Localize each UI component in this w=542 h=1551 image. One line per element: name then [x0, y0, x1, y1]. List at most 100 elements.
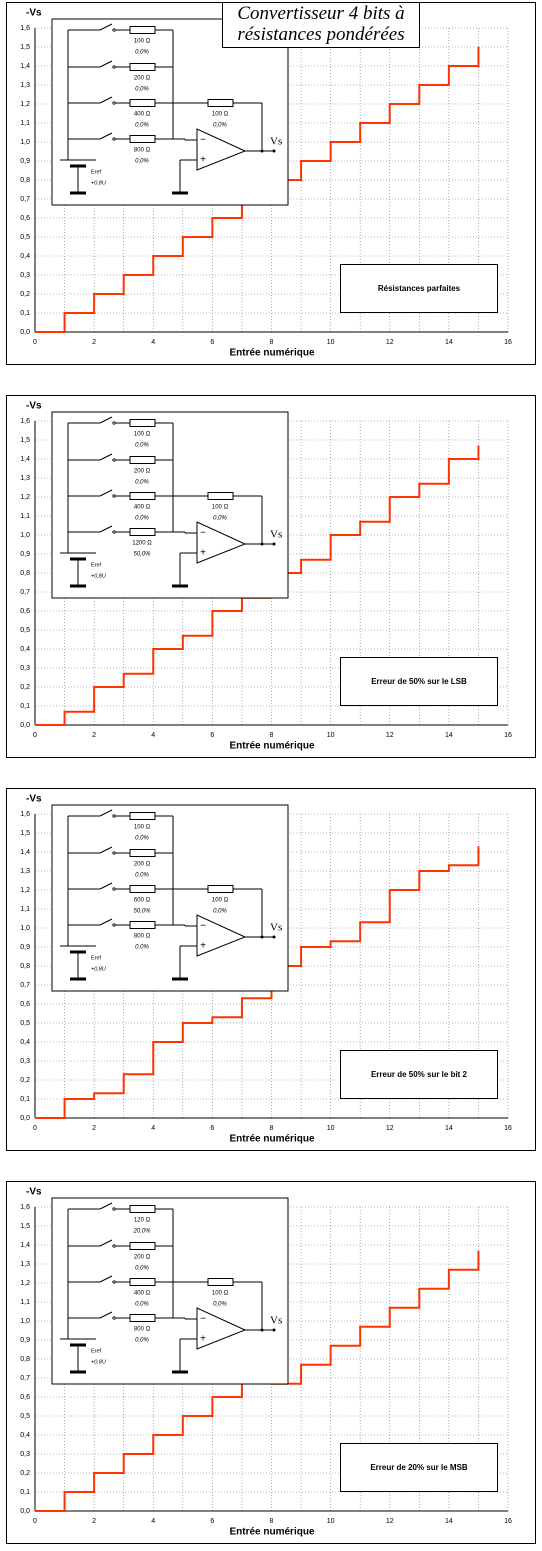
x-tick-label: 4 [151, 732, 155, 739]
panel-frame [6, 788, 536, 1151]
switch-contact [112, 494, 116, 498]
y-tick-label: 1,4 [20, 1242, 30, 1249]
op-amp-minus: − [200, 921, 206, 932]
x-tick-label: 6 [210, 1125, 214, 1132]
y-tick-label: 0,2 [20, 1470, 30, 1477]
resistor-value: 600 Ω [134, 898, 151, 904]
resistor-value: 400 Ω [134, 505, 151, 511]
y-axis-label: -Vs [26, 1187, 42, 1198]
x-tick-label: 16 [504, 1125, 512, 1132]
wire [99, 1202, 113, 1210]
source-value: +0,8U [91, 966, 106, 972]
resistor [129, 135, 156, 143]
switch-contact [112, 1280, 116, 1284]
resistor-value: 100 Ω [212, 898, 229, 904]
resistor-value: 400 Ω [134, 1291, 151, 1297]
main-title: Convertisseur 4 bits à résistances pondé… [222, 2, 420, 48]
resistor-error: 0,0% [213, 909, 227, 915]
resistor-value: 100 Ω [134, 825, 151, 831]
switch-contact [112, 814, 116, 818]
annotation-box [340, 1443, 498, 1492]
y-tick-label: 0,3 [20, 1451, 30, 1458]
y-tick-label: 0,1 [20, 703, 30, 710]
op-amp-plus: + [200, 1334, 206, 1345]
resistor-value: 100 Ω [212, 1291, 229, 1297]
source-label: Eref [91, 562, 102, 568]
node [272, 1328, 276, 1332]
resistor [207, 492, 234, 500]
resistor-value: 100 Ω [134, 432, 151, 438]
source-value: +0,8U [91, 1359, 106, 1365]
x-tick-label: 14 [445, 339, 453, 346]
resistor [129, 1205, 156, 1213]
x-tick-label: 8 [270, 339, 274, 346]
output-label: Vs [270, 529, 282, 541]
circuit-panel [51, 18, 289, 206]
y-tick-label: 1,0 [20, 139, 30, 146]
op-amp [196, 521, 247, 564]
y-tick-label: 1,0 [20, 1318, 30, 1325]
op-amp-plus: + [200, 155, 206, 166]
op-amp [196, 1307, 247, 1350]
x-tick-label: 0 [33, 339, 37, 346]
resistor-error: 0,0% [135, 873, 149, 879]
x-tick-label: 14 [445, 732, 453, 739]
y-tick-label: 1,4 [20, 849, 30, 856]
y-tick-label: 1,1 [20, 120, 30, 127]
circuit-panel [51, 1197, 289, 1385]
x-tick-label: 10 [327, 1518, 335, 1525]
y-tick-label: 0,5 [20, 627, 30, 634]
resistor [129, 99, 156, 107]
x-tick-label: 10 [327, 339, 335, 346]
node [260, 149, 264, 153]
resistor-error: 0,0% [135, 836, 149, 842]
x-tick-label: 14 [445, 1518, 453, 1525]
switch-contact [112, 887, 116, 891]
y-tick-label: 1,5 [20, 1223, 30, 1230]
y-tick-label: 1,6 [20, 811, 30, 818]
resistor-error: 0,0% [135, 516, 149, 522]
circuit-panel [51, 804, 289, 992]
source-value: +0,8U [91, 180, 106, 186]
y-tick-label: 1,2 [20, 887, 30, 894]
switch-contact [112, 65, 116, 69]
switch-contact [112, 101, 116, 105]
y-tick-label: 0,4 [20, 1039, 30, 1046]
y-tick-label: 0,4 [20, 253, 30, 260]
annotation-box [340, 1050, 498, 1099]
y-tick-label: 0,1 [20, 1096, 30, 1103]
wire [99, 846, 113, 854]
y-tick-label: 0,0 [20, 329, 30, 336]
x-tick-label: 8 [270, 1518, 274, 1525]
annotation: Erreur de 20% sur le MSB [370, 1463, 468, 1472]
x-axis-label: Entrée numérique [229, 1527, 314, 1538]
x-tick-label: 2 [92, 732, 96, 739]
node [272, 935, 276, 939]
x-tick-label: 8 [270, 732, 274, 739]
y-tick-label: 0,9 [20, 1337, 30, 1344]
x-tick-label: 16 [504, 732, 512, 739]
node [260, 542, 264, 546]
y-tick-label: 0,4 [20, 1432, 30, 1439]
y-tick-label: 1,3 [20, 475, 30, 482]
y-tick-label: 0,6 [20, 608, 30, 615]
y-tick-label: 1,6 [20, 418, 30, 425]
resistor [129, 1278, 156, 1286]
x-tick-label: 8 [270, 1125, 274, 1132]
x-tick-label: 2 [92, 1125, 96, 1132]
y-tick-label: 0,8 [20, 177, 30, 184]
resistor-error: 0,0% [135, 123, 149, 129]
x-tick-label: 0 [33, 732, 37, 739]
switch-contact [112, 1244, 116, 1248]
y-tick-label: 1,5 [20, 44, 30, 51]
resistor-error: 50,0% [133, 552, 151, 558]
switch-contact [112, 1316, 116, 1320]
x-tick-label: 6 [210, 732, 214, 739]
resistor-value: 400 Ω [134, 112, 151, 118]
y-tick-label: 0,6 [20, 1001, 30, 1008]
x-tick-label: 10 [327, 732, 335, 739]
resistor-error: 50,0% [133, 909, 151, 915]
resistor-error: 20,0% [132, 1229, 151, 1235]
y-tick-label: 1,6 [20, 25, 30, 32]
